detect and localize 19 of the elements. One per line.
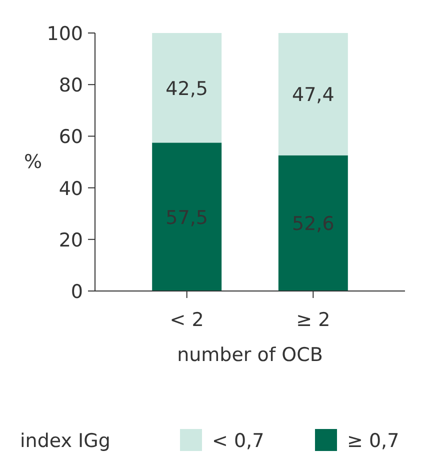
legend-label: < 0,7 [212,430,264,452]
y-axis-title: % [24,151,42,173]
y-tick-label: 20 [58,229,83,252]
bar [152,142,222,291]
x-tick-label: < 2 [170,309,204,331]
y-tick-label: 0 [70,281,83,303]
bar [278,155,348,291]
x-tick-label: ≥ 2 [296,309,330,331]
legend-label: ≥ 0,7 [347,430,400,452]
legend-title: index IGg [20,430,110,452]
data-label: 42,5 [166,78,208,100]
bar [278,33,348,156]
bar [152,33,222,143]
y-tick-label: 80 [58,74,83,97]
y-tick-label: 40 [58,178,83,200]
y-tick-label: 100 [46,23,83,45]
y-tick-label: 60 [58,126,83,148]
x-axis-title: number of OCB [177,344,323,366]
data-label: 47,4 [292,84,334,106]
